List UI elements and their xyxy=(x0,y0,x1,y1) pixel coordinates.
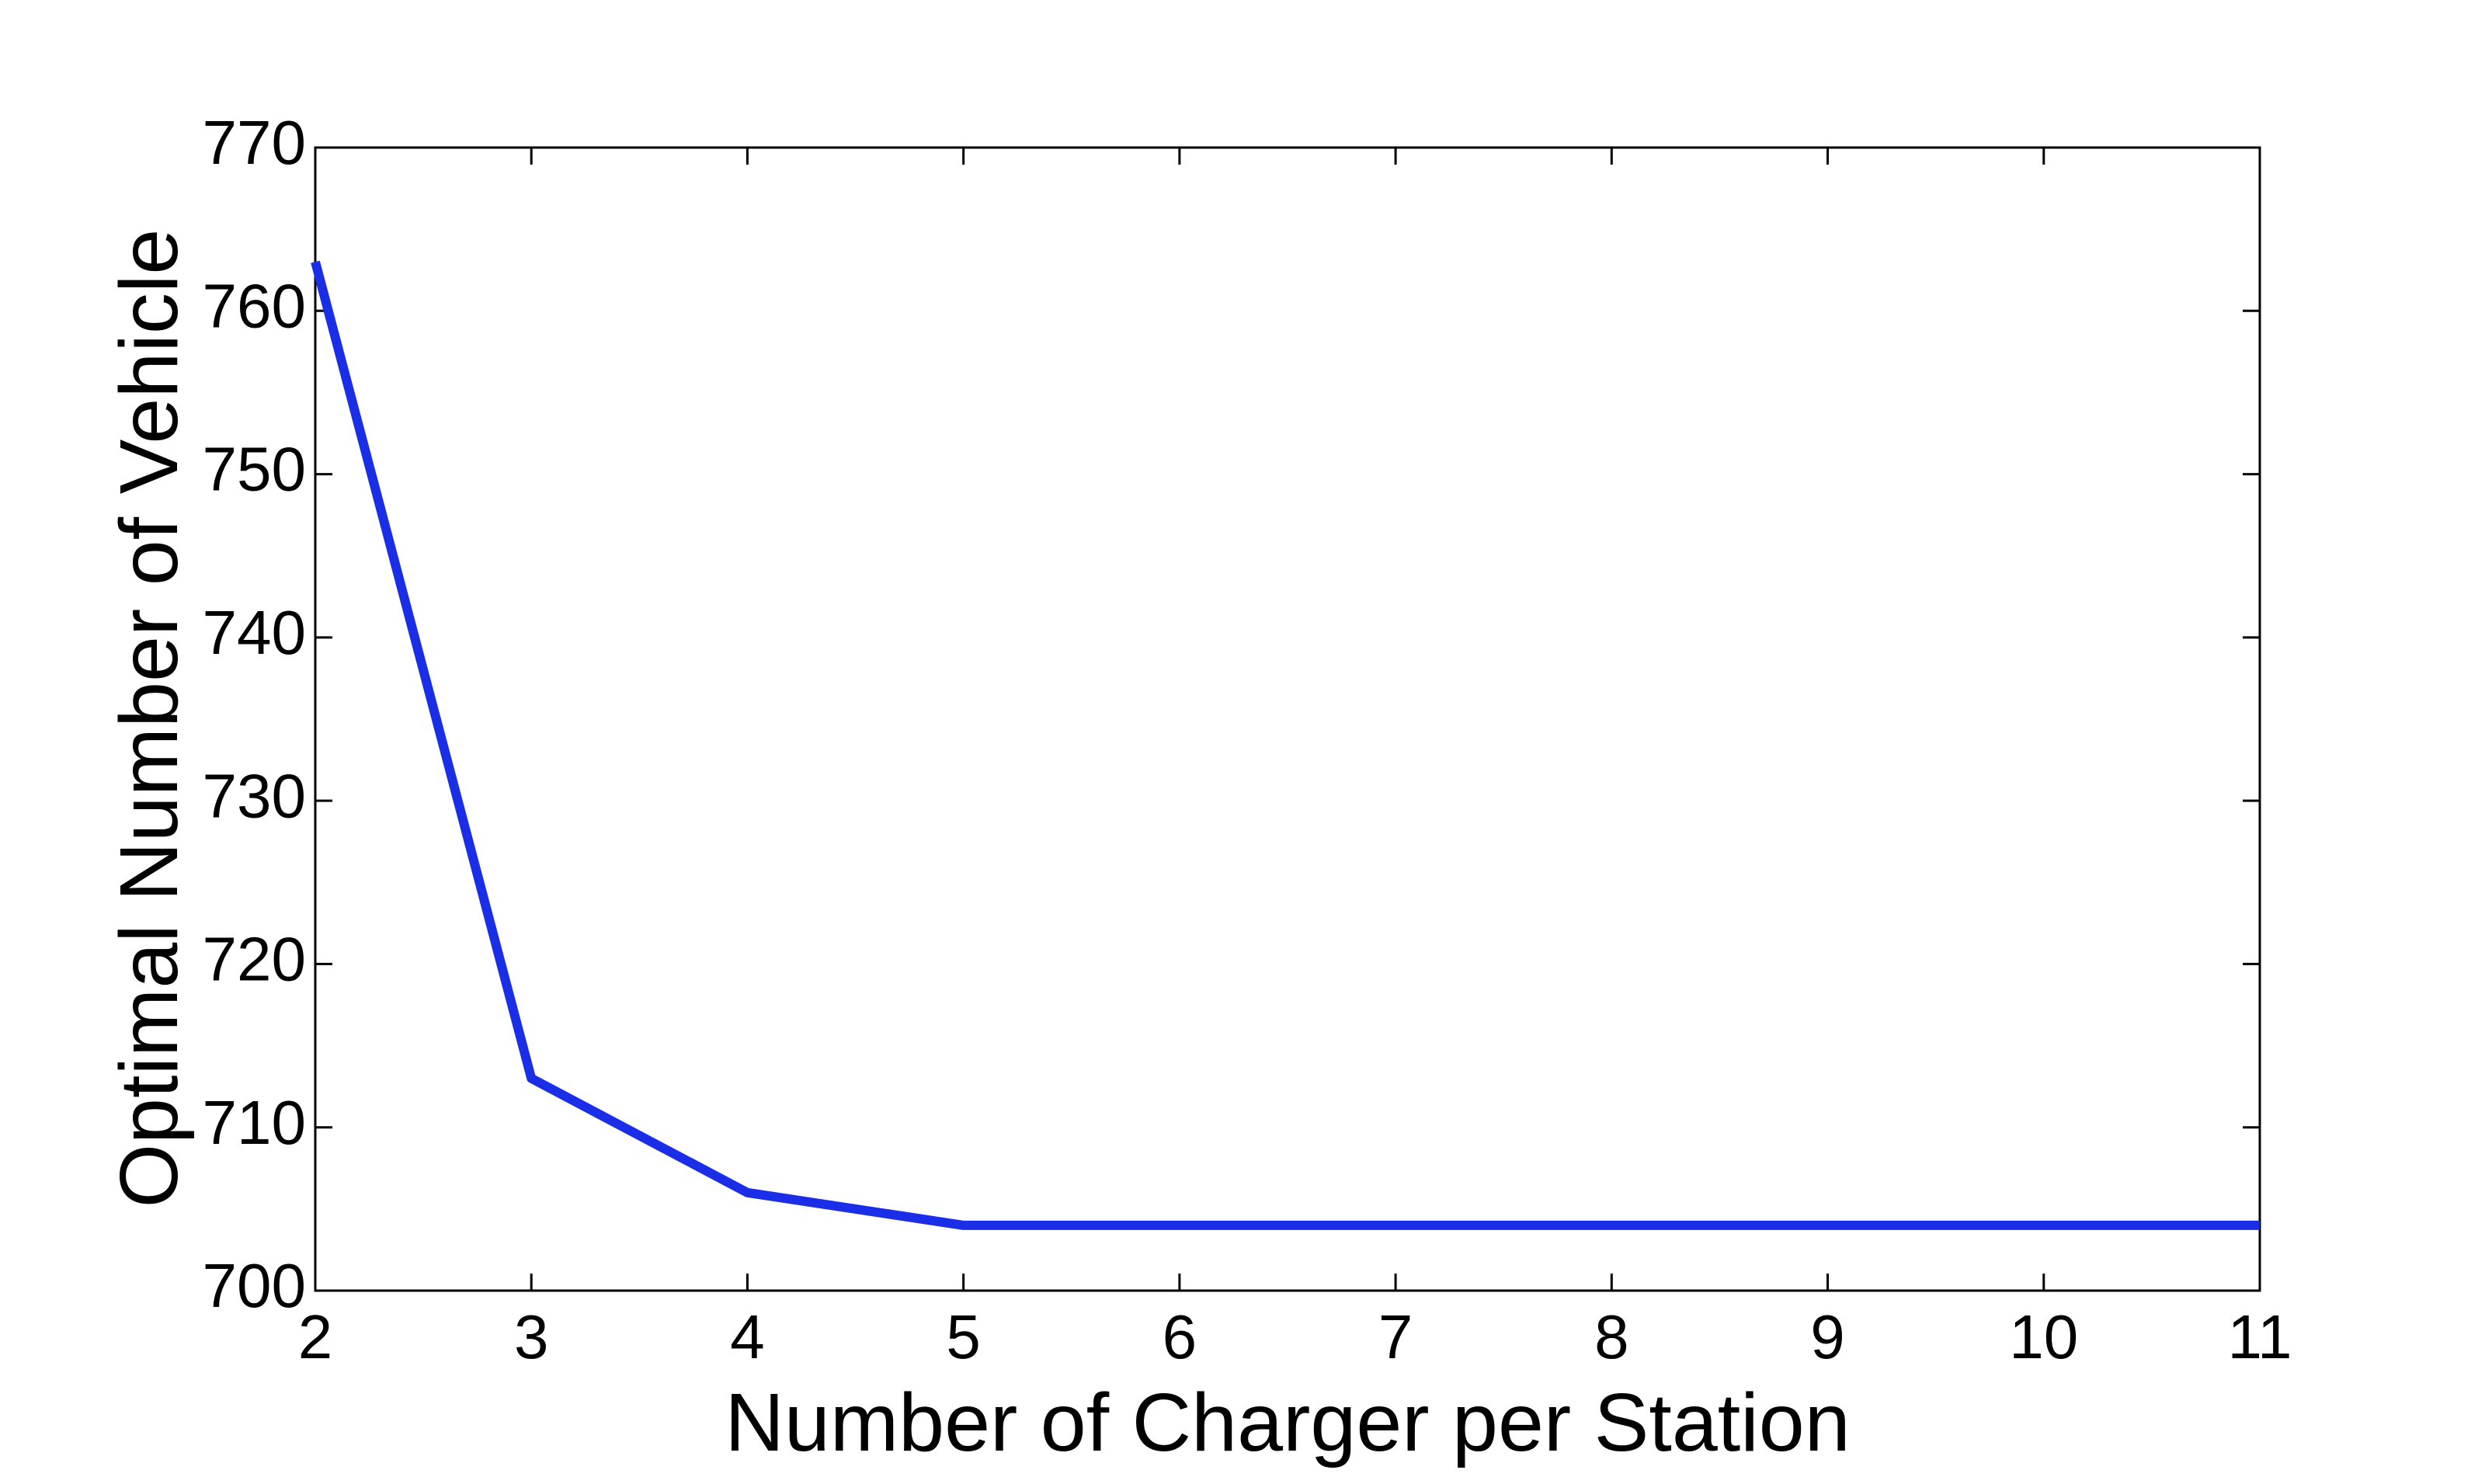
y-tick-label: 760 xyxy=(203,271,306,340)
x-axis-label: Number of Charger per Station xyxy=(725,1377,1850,1468)
x-tick-label: 4 xyxy=(730,1302,765,1371)
x-tick-label: 8 xyxy=(1594,1302,1629,1371)
x-tick-label: 5 xyxy=(946,1302,981,1371)
y-tick-label: 740 xyxy=(203,598,306,667)
data-line xyxy=(311,260,2260,1230)
y-tick-label: 730 xyxy=(203,761,306,830)
x-tick-label: 9 xyxy=(1810,1302,1845,1371)
x-tick-label: 2 xyxy=(298,1302,333,1371)
x-tick-label: 7 xyxy=(1378,1302,1413,1371)
x-tick-label: 6 xyxy=(1163,1302,1197,1371)
y-axis-label: Optimal Number of Vehicle xyxy=(103,229,195,1208)
y-tick-label: 710 xyxy=(203,1088,306,1157)
x-tick-label: 11 xyxy=(2227,1302,2292,1371)
y-tick-label: 700 xyxy=(203,1251,306,1320)
plot-frame xyxy=(314,146,2261,1292)
y-tick-label: 770 xyxy=(203,108,306,177)
y-tick-label: 720 xyxy=(203,925,306,994)
x-tick-label: 10 xyxy=(2009,1302,2078,1371)
y-tick-label: 750 xyxy=(203,435,306,504)
x-tick-label: 3 xyxy=(514,1302,549,1371)
